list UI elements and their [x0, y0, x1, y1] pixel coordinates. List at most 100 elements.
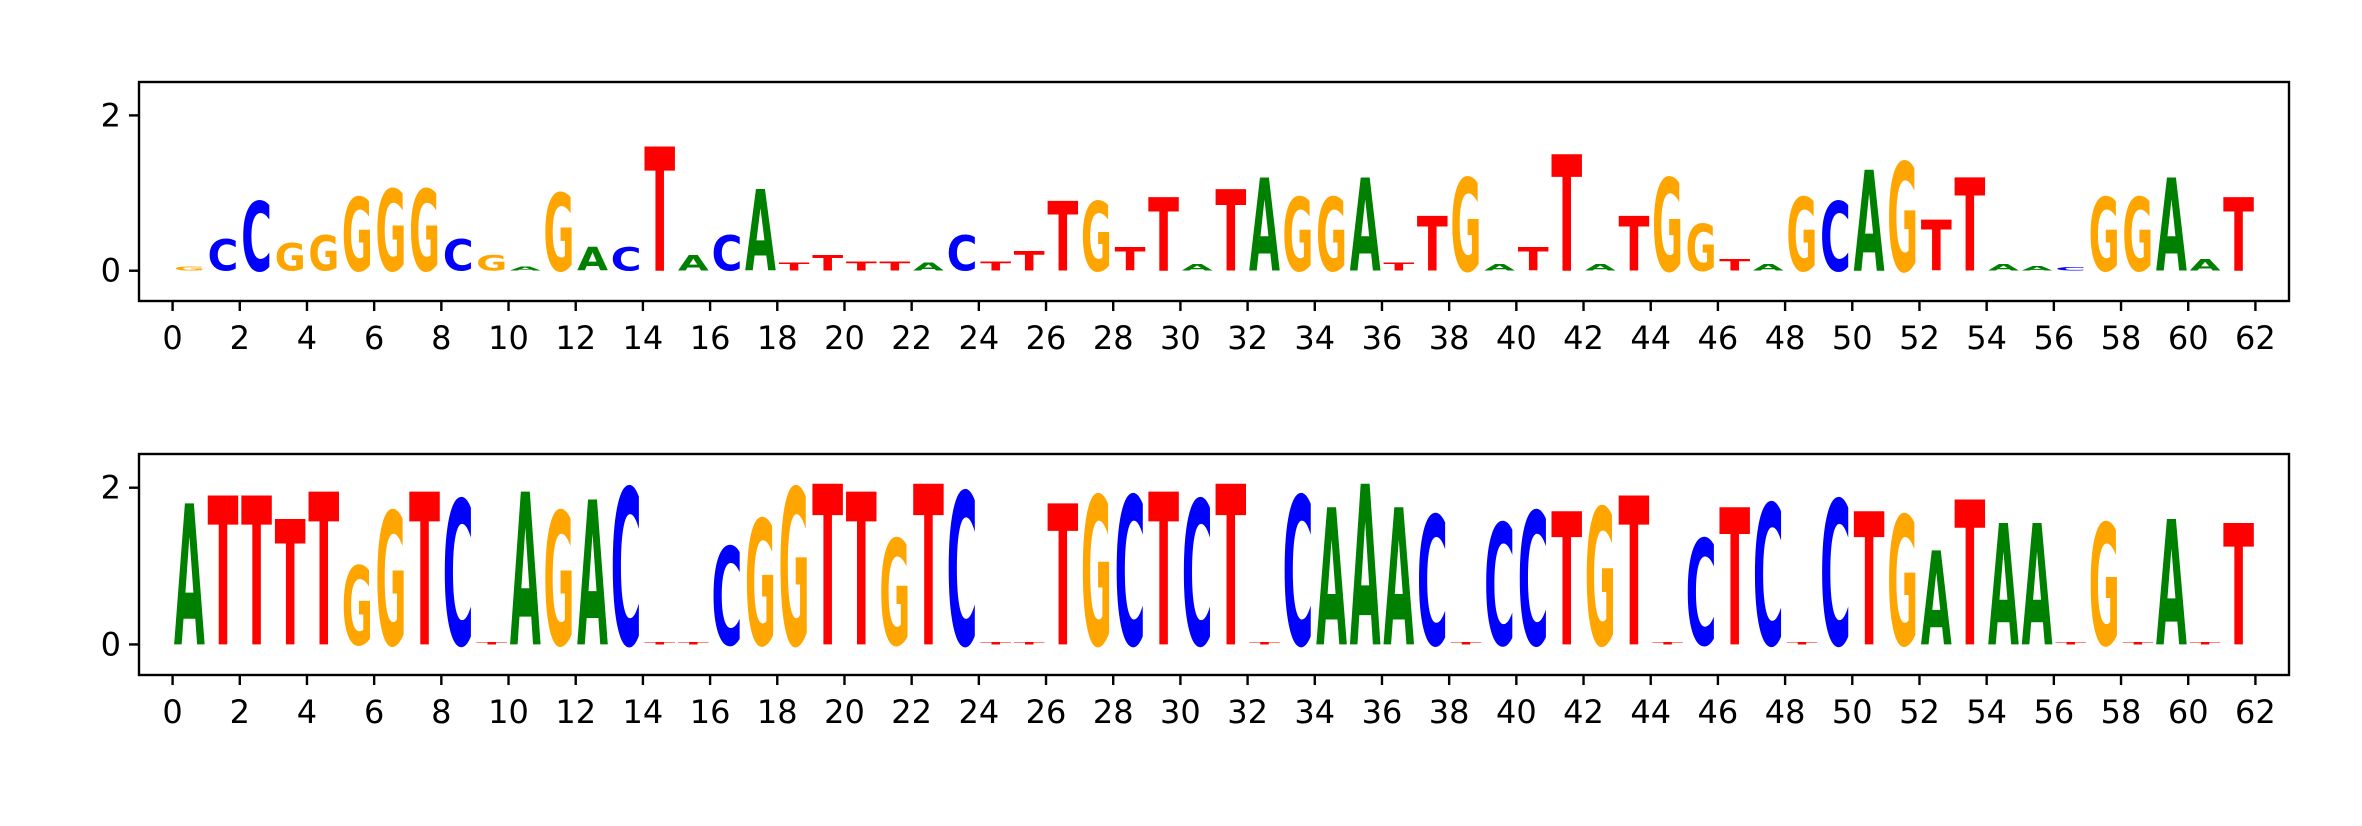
logo-letter: A: [577, 461, 608, 692]
logo-letter: G: [376, 474, 407, 687]
logo-letter: G: [476, 251, 507, 276]
x-tick-label: 52: [1899, 693, 1940, 731]
logo-letter: G: [1786, 177, 1817, 295]
logo-letter: T: [1551, 474, 1582, 687]
x-tick-label: 20: [824, 319, 865, 357]
x-tick-label: 54: [1966, 319, 2007, 357]
logo-letter: T: [241, 455, 272, 693]
logo-letter: C: [947, 227, 978, 283]
logo-letter: G: [1081, 455, 1112, 693]
x-tick-label: 36: [1362, 319, 1403, 357]
logo-letter: C: [611, 444, 642, 695]
x-tick-label: 4: [297, 319, 317, 357]
logo-letter: A: [1383, 470, 1414, 690]
x-tick-label: 24: [958, 319, 999, 357]
x-tick-label: 32: [1227, 319, 1268, 357]
logo-letter: A: [1585, 263, 1616, 273]
logo-letter: C: [208, 232, 239, 281]
x-tick-label: 6: [364, 319, 384, 357]
x-tick-label: 54: [1966, 693, 2007, 731]
logo-letter: T: [1618, 455, 1649, 693]
logo-letter: T: [1921, 207, 1952, 288]
x-tick-label: 30: [1160, 693, 1201, 731]
logo-letter: G: [342, 177, 373, 295]
x-tick-label: 8: [431, 693, 451, 731]
x-tick-label: 12: [555, 693, 596, 731]
logo-letter: T: [846, 259, 877, 274]
x-tick-label: 20: [824, 693, 865, 731]
logo-letter: G: [1686, 211, 1717, 286]
logo-letter: T: [1618, 201, 1649, 288]
logo-letter: T: [1954, 461, 1985, 692]
logo-letter: T: [1014, 246, 1045, 277]
logo-letter: T: [2055, 641, 2086, 645]
x-tick-label: 36: [1362, 693, 1403, 731]
logo-letter: T: [779, 261, 810, 273]
logo-letter: T: [1719, 256, 1750, 275]
logo-letter: T: [208, 455, 239, 693]
logo-letter: A: [174, 466, 205, 691]
logo-letter: A: [2156, 153, 2187, 302]
logo-letter: C: [611, 241, 642, 278]
logo-letter: A: [1854, 143, 1885, 304]
logo-letter: T: [1115, 241, 1146, 278]
logo-letter: T: [1786, 641, 1817, 645]
x-tick-label: 22: [891, 693, 932, 731]
logo-letter: T: [1383, 261, 1414, 273]
logo-letter: T: [476, 641, 507, 645]
logo-letter: T: [1417, 201, 1448, 288]
x-tick-label: 56: [2033, 693, 2074, 731]
x-tick-label: 26: [1026, 319, 1067, 357]
logo-letter: T: [1014, 641, 1045, 645]
logo-letter: C: [947, 450, 978, 694]
x-tick-label: 6: [364, 693, 384, 731]
logo-letter: A: [2156, 485, 2187, 686]
x-tick-label: 42: [1563, 693, 1604, 731]
logo-letter: G: [275, 236, 306, 279]
logo-letter: A: [1182, 263, 1213, 273]
logo-letter: C: [1417, 479, 1448, 686]
logo-letter: A: [2022, 265, 2053, 272]
logo-letter: T: [1451, 641, 1482, 645]
logo-letter: A: [745, 168, 776, 298]
logo-letter: C: [2055, 267, 2086, 272]
x-tick-label: 50: [1832, 693, 1873, 731]
x-tick-label: 28: [1093, 319, 1134, 357]
logo-letter: G: [409, 168, 440, 298]
logo-letter: T: [812, 251, 843, 276]
logo-letter: T: [1047, 466, 1078, 691]
logo-letter: C: [1182, 461, 1213, 692]
logo-letter: G: [1451, 153, 1482, 302]
x-tick-label: 18: [757, 319, 798, 357]
x-tick-label: 42: [1563, 319, 1604, 357]
logo-letter: G: [879, 511, 910, 680]
logo-letter: G: [745, 485, 776, 686]
logo-letter: T: [879, 259, 910, 274]
logo-letter: G: [2122, 177, 2153, 295]
axes-frame: [137, 452, 2291, 677]
logo-letter: C: [443, 461, 474, 692]
logo-letter: T: [980, 259, 1011, 274]
x-tick-label: 0: [162, 319, 182, 357]
x-tick-label: 24: [958, 693, 999, 731]
x-tick-label: 48: [1765, 319, 1806, 357]
logo-letter: T: [1215, 168, 1246, 298]
logo-letter: G: [342, 546, 373, 670]
logo-letter: G: [1081, 183, 1112, 295]
logo-letter: A: [510, 266, 541, 272]
logo-letter: G: [779, 444, 810, 695]
logo-letter: A: [1921, 526, 1952, 676]
logo-letter: G: [543, 173, 574, 297]
x-tick-label: 28: [1093, 693, 1134, 731]
logo-letter: T: [644, 641, 675, 645]
x-tick-label: 50: [1832, 319, 1873, 357]
x-tick-label: 16: [690, 319, 731, 357]
logo-letter: G: [376, 168, 407, 298]
logo-letter: T: [678, 641, 709, 645]
logo-letter: T: [980, 641, 1011, 645]
logo-letter: T: [308, 450, 339, 694]
logo-letter: T: [913, 441, 944, 697]
logo-letter: A: [510, 450, 541, 694]
